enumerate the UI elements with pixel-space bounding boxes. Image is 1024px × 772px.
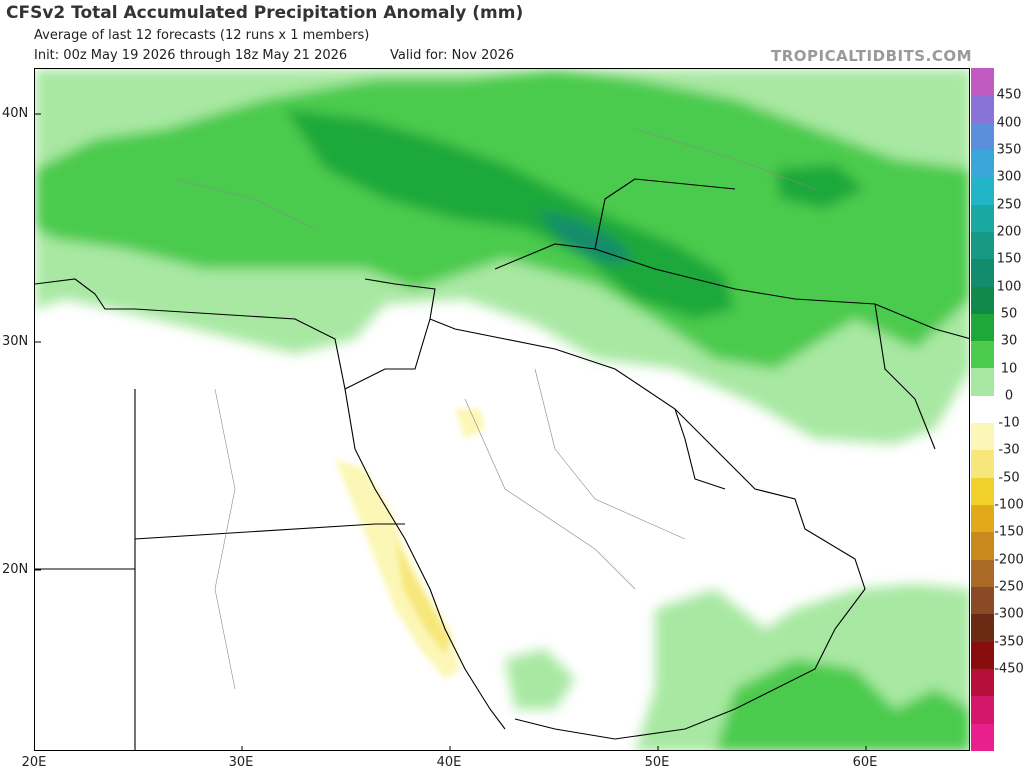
colorbar-swatch <box>971 614 994 642</box>
colorbar-label: 150 <box>996 251 1022 267</box>
colorbar-label: 350 <box>996 142 1022 158</box>
colorbar-swatch <box>971 259 994 287</box>
colorbar-swatch <box>971 68 994 96</box>
chart-subtitle: Average of last 12 forecasts (12 runs x … <box>34 28 370 43</box>
anomaly-fill-southern-patches <box>505 584 969 750</box>
colorbar-swatch <box>971 641 994 669</box>
colorbar-label: -200 <box>994 552 1024 568</box>
colorbar-swatch <box>971 668 994 697</box>
colorbar-label: 10 <box>1000 361 1018 377</box>
colorbar-swatch <box>971 313 994 342</box>
colorbar-label: -250 <box>994 579 1024 595</box>
colorbar-swatch <box>971 149 994 178</box>
colorbar-label: 0 <box>1004 388 1014 404</box>
coastlines-and-borders <box>35 178 969 750</box>
colorbar-label: 300 <box>996 169 1022 185</box>
anomaly-fill-northern-band <box>35 69 969 444</box>
colorbar-swatch <box>971 341 994 369</box>
colorbar-swatch <box>971 395 994 424</box>
colorbar-label: 30 <box>1000 333 1018 349</box>
colorbar-label: -450 <box>994 661 1024 677</box>
lon-label-20e: 20E <box>21 755 47 770</box>
valid-time-label: Valid for: Nov 2026 <box>390 48 515 63</box>
colorbar-label: -150 <box>994 524 1024 540</box>
site-watermark: TROPICALTIDBITS.COM <box>771 47 972 65</box>
grid-ticks <box>35 113 867 750</box>
colorbar-swatch <box>971 368 994 396</box>
map-svg <box>35 69 969 750</box>
colorbar-legend <box>971 68 994 751</box>
colorbar-label: 400 <box>996 115 1022 131</box>
colorbar-swatch <box>971 477 994 505</box>
colorbar-swatch <box>971 696 994 724</box>
colorbar-label: 250 <box>996 197 1022 213</box>
state-borders <box>174 128 816 690</box>
colorbar-label: -300 <box>994 606 1024 622</box>
colorbar-swatch <box>971 532 994 560</box>
colorbar-label: 200 <box>996 224 1022 240</box>
lon-label-50e: 50E <box>644 755 670 770</box>
anomaly-fill-redsea-dry <box>335 409 485 679</box>
lon-label-40e: 40E <box>436 755 462 770</box>
lon-label-30e: 30E <box>228 755 254 770</box>
colorbar-label: -30 <box>998 442 1020 458</box>
lat-label-20n: 20N <box>2 562 29 577</box>
lat-label-30n: 30N <box>2 334 29 349</box>
colorbar-label: -50 <box>998 470 1020 486</box>
lat-label-40n: 40N <box>2 106 29 121</box>
lon-label-60e: 60E <box>852 755 878 770</box>
colorbar-label: -350 <box>994 634 1024 650</box>
colorbar-swatch <box>971 204 994 232</box>
colorbar-swatch <box>971 505 994 533</box>
colorbar-swatch <box>971 559 994 587</box>
colorbar-label: -10 <box>998 415 1020 431</box>
colorbar-swatch <box>971 423 994 451</box>
colorbar-swatch <box>971 231 994 260</box>
colorbar-label: -100 <box>994 497 1024 513</box>
colorbar-label: 450 <box>996 87 1022 103</box>
colorbar-swatch <box>971 286 994 314</box>
colorbar-label: 50 <box>1000 306 1018 322</box>
colorbar-swatch <box>971 723 994 751</box>
init-time-label: Init: 00z May 19 2026 through 18z May 21… <box>34 48 348 63</box>
colorbar-swatch <box>971 177 994 205</box>
colorbar-swatch <box>971 122 994 150</box>
precipitation-anomaly-map <box>34 68 970 751</box>
colorbar-swatch <box>971 586 994 615</box>
colorbar-swatch <box>971 95 994 123</box>
colorbar-label: 100 <box>996 279 1022 295</box>
chart-title: CFSv2 Total Accumulated Precipitation An… <box>6 3 524 23</box>
colorbar-swatch <box>971 450 994 478</box>
